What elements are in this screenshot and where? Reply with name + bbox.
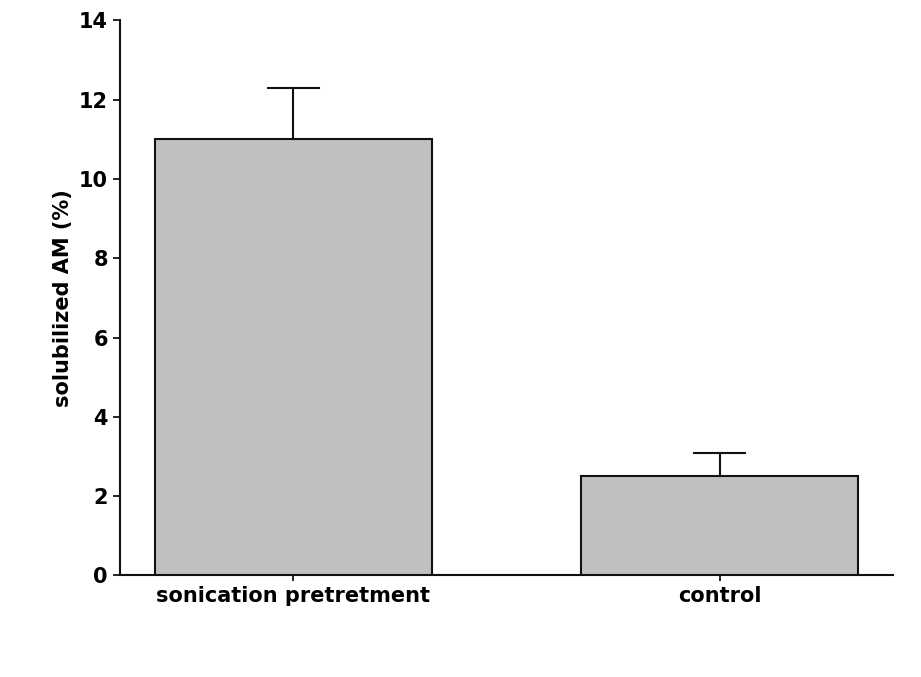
Y-axis label: solubilized AM (%): solubilized AM (%) (53, 189, 74, 407)
Bar (155, 139, 432, 575)
Bar (581, 477, 858, 575)
